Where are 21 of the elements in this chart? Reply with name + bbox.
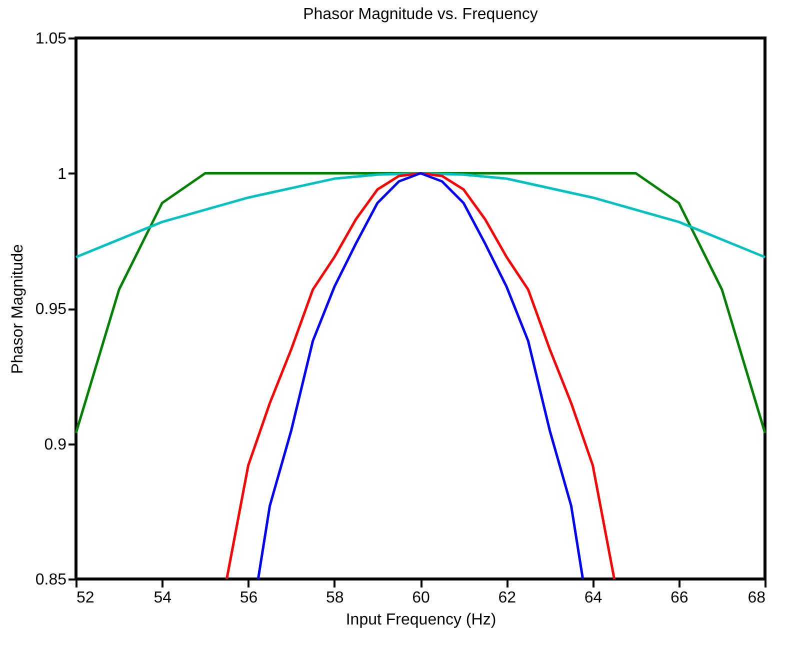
x-tick-label: 54: [154, 590, 172, 606]
chart-title: Phasor Magnitude vs. Frequency: [303, 6, 538, 23]
x-tick-label: 58: [326, 590, 344, 606]
y-tick-label: 0.9: [44, 436, 67, 454]
y-tick-label: 1.05: [35, 30, 67, 48]
y-tick-label: 0.85: [35, 572, 67, 588]
x-tick-label: 56: [240, 590, 258, 606]
x-tick-label: 68: [748, 590, 766, 606]
line-series: [225, 172, 616, 580]
x-tick-label: 62: [498, 590, 516, 606]
y-tick-label: 1: [58, 166, 67, 183]
x-axis-title: Input Frequency (Hz): [346, 612, 496, 628]
x-tick-label: 66: [670, 590, 688, 606]
y-axis-title: Phasor Magnitude: [9, 244, 26, 374]
x-tick-label: 64: [584, 590, 602, 606]
x-tick-label: 52: [76, 590, 94, 606]
line-series: [74, 172, 766, 434]
y-tick-label: 0.95: [35, 301, 67, 318]
line-series: [256, 172, 584, 580]
x-tick-label: 60: [412, 590, 430, 606]
line-series: [74, 172, 766, 258]
